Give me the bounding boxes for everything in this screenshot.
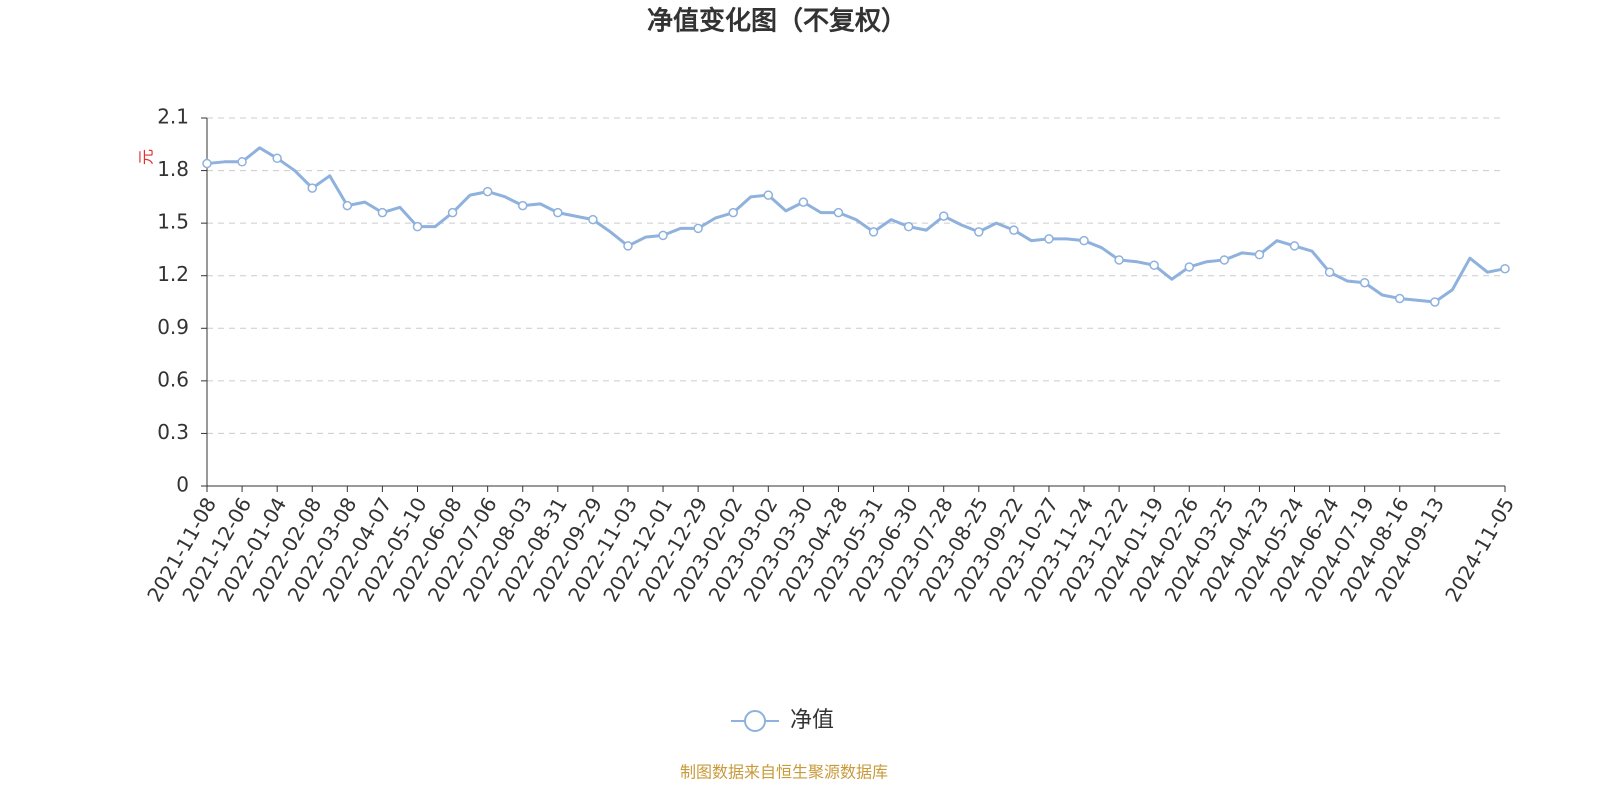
- point-marker: [1430, 297, 1440, 307]
- point-marker: [728, 207, 738, 218]
- point-marker: [1395, 293, 1405, 304]
- point-marker: [938, 211, 949, 221]
- point-marker: [588, 214, 598, 225]
- y-tick-label: 1.8: [157, 157, 189, 181]
- point-marker: [903, 221, 914, 232]
- x-tick-label: 2024-11-05: [1440, 493, 1519, 606]
- y-tick-label: 0: [176, 473, 189, 497]
- point-marker: [623, 241, 633, 251]
- point-marker: [763, 190, 774, 200]
- point-marker: [798, 197, 809, 207]
- point-marker: [342, 200, 353, 211]
- point-marker: [1149, 260, 1159, 270]
- point-marker: [237, 157, 247, 167]
- point-marker: [447, 207, 458, 218]
- point-marker: [272, 153, 282, 164]
- point-marker: [868, 227, 879, 237]
- point-marker: [1044, 234, 1054, 244]
- point-marker: [693, 223, 703, 234]
- point-marker: [482, 186, 493, 197]
- series-line: [206, 146, 1506, 304]
- point-marker: [412, 221, 423, 232]
- legend-marker: [744, 710, 766, 732]
- point-marker: [553, 207, 563, 218]
- point-marker: [1079, 235, 1089, 246]
- source-note: 制图数据来自恒生聚源数据库: [680, 763, 888, 782]
- point-marker: [1359, 277, 1370, 288]
- y-tick-label: 0.9: [157, 315, 189, 339]
- point-marker: [1254, 249, 1265, 260]
- y-unit: 元: [137, 149, 156, 165]
- y-tick-label: 2.1: [157, 105, 189, 129]
- point-marker: [377, 207, 388, 218]
- y-tick-label: 0.6: [157, 367, 189, 391]
- point-marker: [1289, 241, 1300, 251]
- point-marker: [1324, 267, 1335, 277]
- legend-label: 净值: [790, 708, 834, 733]
- point-marker: [1114, 255, 1124, 265]
- point-marker: [974, 227, 984, 237]
- point-marker: [307, 183, 317, 193]
- y-tick-label: 0.3: [157, 420, 189, 444]
- point-marker: [658, 230, 668, 241]
- y-tick-label: 1.5: [157, 210, 189, 234]
- point-marker: [1219, 255, 1230, 265]
- y-tick-label: 1.2: [157, 262, 189, 286]
- point-marker: [1500, 263, 1510, 274]
- point-marker: [1184, 262, 1195, 272]
- point-marker: [1009, 225, 1019, 235]
- point-marker: [202, 158, 212, 169]
- chart-title: 净值变化图（不复权）: [647, 6, 907, 37]
- point-marker: [517, 200, 528, 211]
- point-marker: [833, 207, 844, 218]
